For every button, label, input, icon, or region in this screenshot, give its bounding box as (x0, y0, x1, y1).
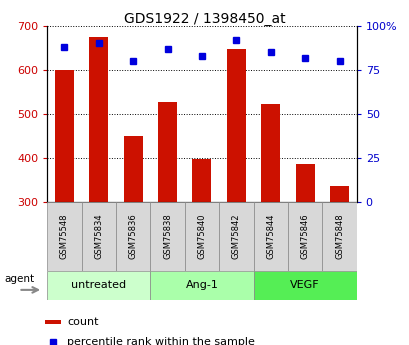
Bar (287, 202, 321, 271)
Bar (89, 37, 108, 202)
Bar (253, 271, 356, 300)
Text: agent: agent (4, 274, 34, 284)
Bar (150, 271, 253, 300)
Bar (47, 202, 81, 271)
Bar (226, 49, 245, 202)
Text: percentile rank within the sample: percentile rank within the sample (67, 337, 255, 345)
Text: GSM75548: GSM75548 (60, 214, 69, 259)
Bar (184, 202, 218, 271)
Text: GSM75838: GSM75838 (163, 214, 172, 259)
Text: untreated: untreated (71, 280, 126, 290)
Bar (295, 165, 314, 202)
Text: GSM75840: GSM75840 (197, 214, 206, 259)
Text: GDS1922 / 1398450_at: GDS1922 / 1398450_at (124, 12, 285, 26)
Text: count: count (67, 317, 99, 327)
Text: GSM75844: GSM75844 (265, 214, 274, 259)
Bar (253, 202, 287, 271)
Bar (218, 202, 253, 271)
Text: GSM75834: GSM75834 (94, 214, 103, 259)
Text: Ang-1: Ang-1 (185, 280, 218, 290)
Bar (329, 186, 348, 202)
Bar (158, 102, 177, 202)
Text: VEGF: VEGF (290, 280, 319, 290)
Bar (81, 202, 116, 271)
Bar (116, 202, 150, 271)
Text: GSM75848: GSM75848 (334, 214, 343, 259)
Bar (150, 202, 184, 271)
Text: GSM75842: GSM75842 (231, 214, 240, 259)
Bar (45, 320, 61, 324)
Text: GSM75846: GSM75846 (300, 214, 309, 259)
Bar (124, 136, 142, 202)
Bar (47, 271, 150, 300)
Bar (192, 159, 211, 202)
Bar (261, 104, 279, 202)
Text: GSM75836: GSM75836 (128, 214, 137, 259)
Bar (55, 70, 74, 202)
Bar (321, 202, 356, 271)
